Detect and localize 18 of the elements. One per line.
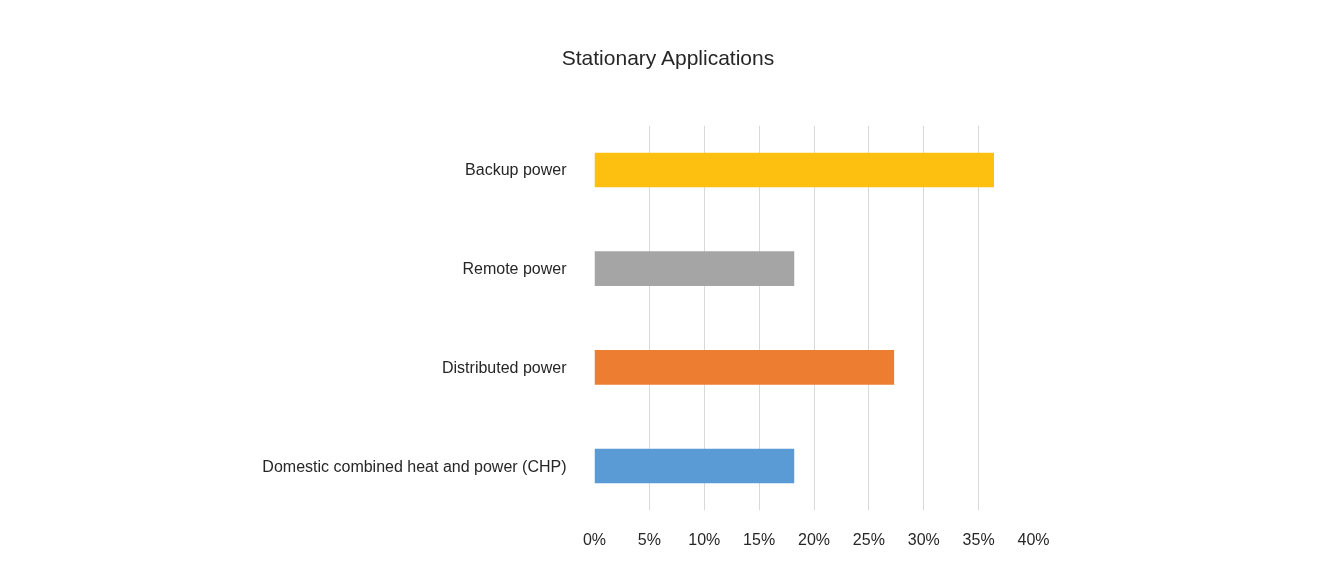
bar [594,448,795,484]
bar [594,350,895,385]
x-tick-label: 20% [797,530,831,548]
x-tick-label: 5% [637,530,661,548]
bar [594,152,994,188]
x-tick-label: 10% [688,530,721,548]
y-tick-label: Remote power [462,260,568,278]
y-tick-label: Distributed power [442,358,568,376]
y-tick-label: Domestic combined heat and power (CHP) [262,457,567,475]
x-tick-label: 40% [1017,530,1050,548]
x-tick-label: 30% [907,530,940,548]
x-tick-label: 0% [582,530,607,548]
x-tick-label: 15% [743,530,776,548]
x-tick-label: 35% [962,530,995,548]
x-tick-label: 25% [852,530,885,548]
y-tick-label: Backup power [465,161,568,179]
bar [594,251,795,286]
chart-title: Stationary Applications [561,45,775,71]
